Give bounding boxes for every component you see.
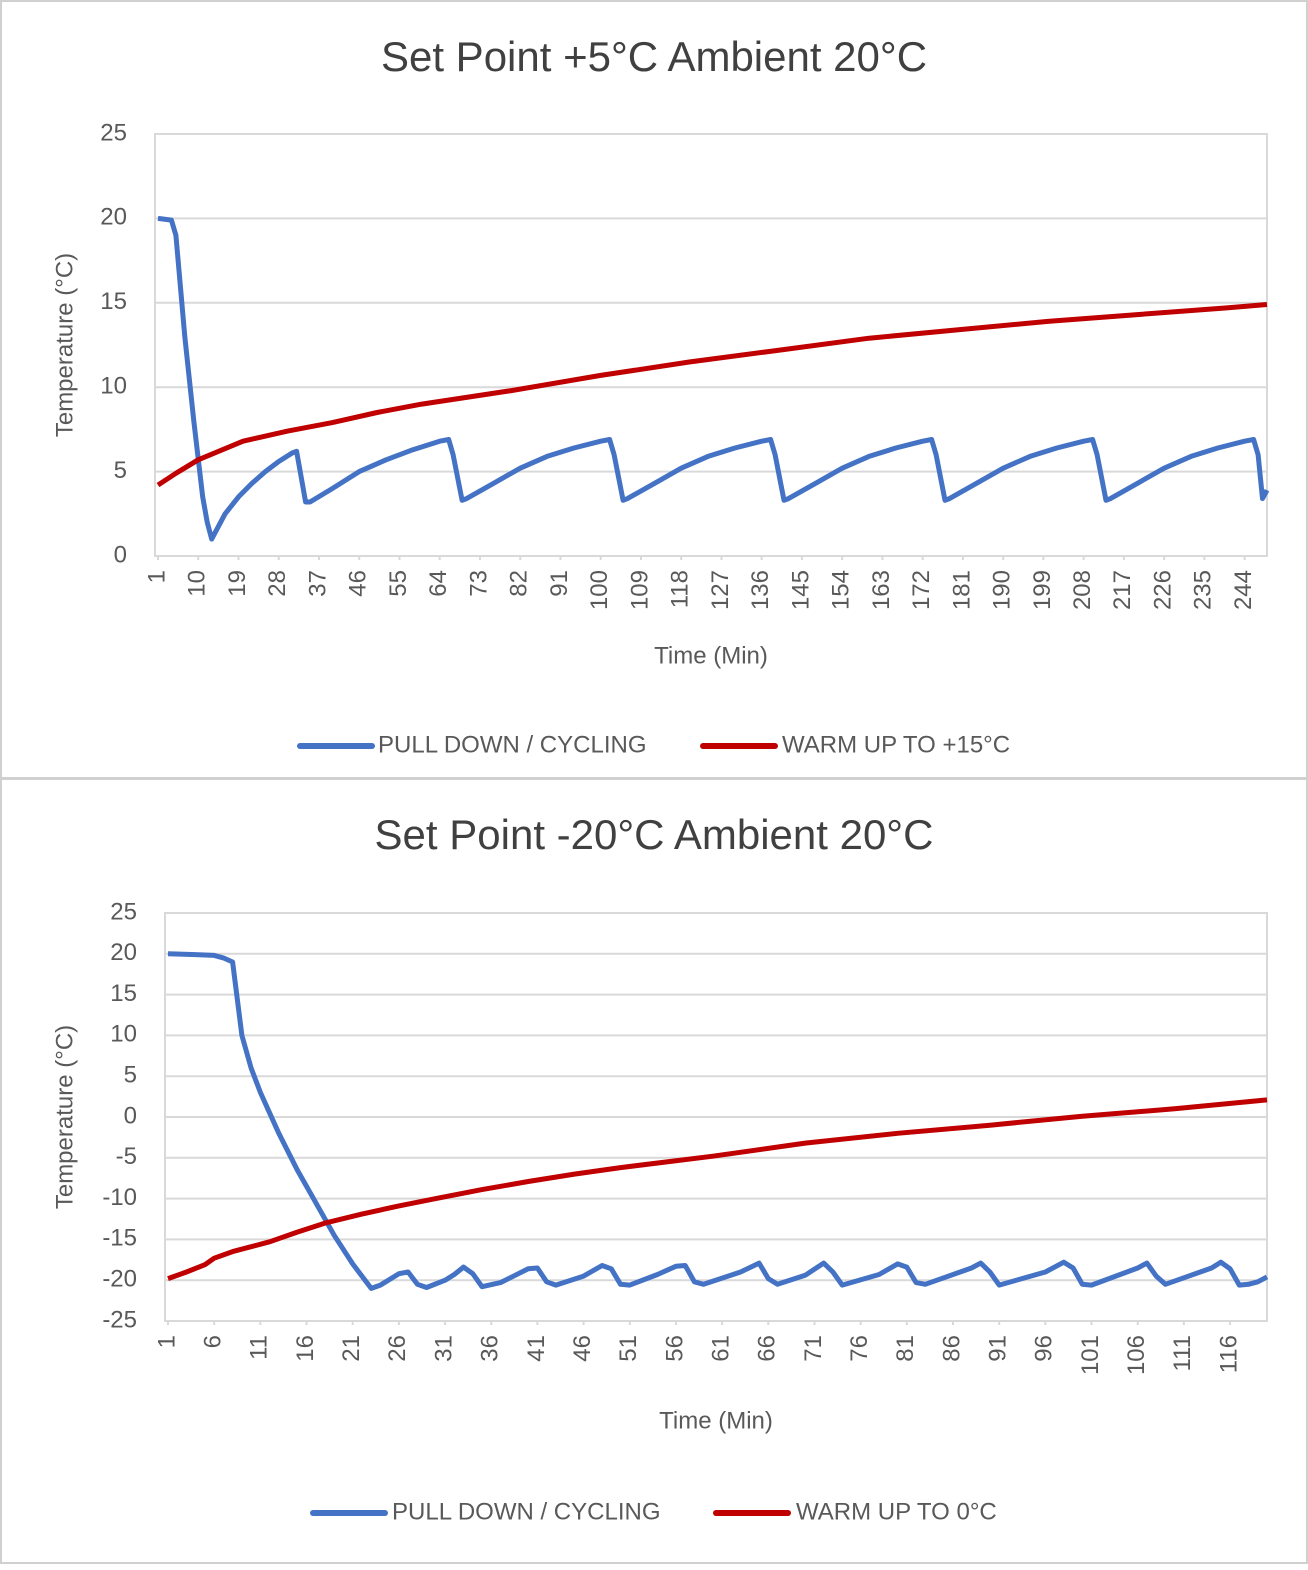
y-tick-label: 20 <box>100 204 127 231</box>
y-tick-label: -25 <box>102 1306 137 1333</box>
series-line <box>167 951 1269 1291</box>
x-tick-label: 1 <box>143 570 170 583</box>
x-tick-label: 118 <box>667 570 694 608</box>
y-tick-label: -15 <box>102 1225 137 1252</box>
x-tick-label: 106 <box>1123 1335 1150 1375</box>
x-tick-label: 1 <box>153 1335 180 1348</box>
x-axis-label: Time (Min) <box>659 1407 773 1434</box>
y-tick-label: 15 <box>110 980 137 1007</box>
x-tick-label: 73 <box>465 570 492 597</box>
legend-label: WARM UP TO 0°C <box>796 1498 997 1525</box>
x-tick-label: 10 <box>184 570 211 597</box>
x-tick-label: 6 <box>200 1335 227 1348</box>
y-tick-label: 5 <box>114 457 127 484</box>
x-tick-label: 76 <box>846 1335 873 1362</box>
x-tick-label: 55 <box>385 570 412 597</box>
y-tick-label: 20 <box>110 939 137 966</box>
x-tick-label: 91 <box>985 1335 1012 1362</box>
x-tick-label: 116 <box>1215 1335 1242 1373</box>
x-tick-label: 61 <box>707 1335 734 1362</box>
x-tick-label: 181 <box>948 570 975 610</box>
x-tick-label: 82 <box>506 570 533 597</box>
x-tick-label: 21 <box>338 1335 365 1362</box>
x-tick-label: 163 <box>868 570 895 610</box>
x-tick-label: 235 <box>1190 570 1217 610</box>
y-axis-label: Temperature (°C) <box>51 253 78 437</box>
series-line <box>167 1097 1268 1281</box>
x-tick-label: 136 <box>747 570 774 610</box>
y-tick-label: 15 <box>100 288 127 315</box>
chart-title: Set Point -20°C Ambient 20°C <box>375 811 934 858</box>
chart-title: Set Point +5°C Ambient 20°C <box>381 33 927 80</box>
x-axis-label: Time (Min) <box>654 642 768 669</box>
series-line <box>157 215 1270 542</box>
x-tick-label: 41 <box>523 1335 550 1362</box>
x-tick-label: 86 <box>938 1335 965 1362</box>
series-line <box>156 302 1268 488</box>
x-tick-label: 46 <box>569 1335 596 1362</box>
x-tick-label: 226 <box>1149 570 1176 610</box>
x-tick-label: 66 <box>754 1335 781 1362</box>
x-tick-label: 208 <box>1069 570 1096 610</box>
x-tick-label: 81 <box>892 1335 919 1362</box>
x-tick-label: 127 <box>707 570 734 610</box>
y-axis-label: Temperature (°C) <box>51 1025 78 1209</box>
panel <box>0 778 1308 1564</box>
legend-label: PULL DOWN / CYCLING <box>392 1498 661 1525</box>
x-tick-label: 26 <box>384 1335 411 1362</box>
x-tick-label: 37 <box>304 570 331 597</box>
y-tick-label: -20 <box>102 1266 137 1293</box>
y-tick-label: 25 <box>100 119 127 146</box>
x-tick-label: 172 <box>908 570 935 610</box>
x-tick-label: 190 <box>989 570 1016 610</box>
y-tick-label: 5 <box>124 1062 137 1089</box>
x-tick-label: 19 <box>224 570 251 597</box>
legend-label: PULL DOWN / CYCLING <box>378 731 647 758</box>
y-tick-label: 0 <box>114 541 127 568</box>
y-tick-label: 10 <box>110 1021 137 1048</box>
x-tick-label: 51 <box>615 1335 642 1362</box>
legend-label: WARM UP TO +15°C <box>782 731 1010 758</box>
x-tick-label: 64 <box>425 570 452 597</box>
y-tick-label: 10 <box>100 373 127 400</box>
x-tick-label: 154 <box>828 570 855 610</box>
x-tick-label: 91 <box>546 570 573 597</box>
x-tick-label: 71 <box>800 1335 827 1362</box>
x-tick-label: 46 <box>345 570 372 597</box>
y-tick-label: 0 <box>124 1102 137 1129</box>
x-tick-label: 101 <box>1077 1335 1104 1375</box>
panel <box>0 0 1308 779</box>
x-tick-label: 28 <box>264 570 291 597</box>
x-tick-label: 36 <box>477 1335 504 1362</box>
x-tick-label: 111 <box>1169 1335 1196 1371</box>
y-tick-label: -10 <box>102 1184 137 1211</box>
x-tick-label: 199 <box>1029 570 1056 610</box>
y-tick-label: -5 <box>116 1143 137 1170</box>
plot-border <box>164 912 1268 1322</box>
y-tick-label: 25 <box>110 898 137 925</box>
x-tick-label: 16 <box>292 1335 319 1362</box>
x-tick-label: 109 <box>626 570 653 610</box>
x-tick-label: 244 <box>1230 570 1257 610</box>
x-tick-label: 11 <box>246 1335 273 1360</box>
x-tick-label: 31 <box>430 1335 457 1362</box>
x-tick-label: 145 <box>787 570 814 610</box>
x-tick-label: 100 <box>586 570 613 610</box>
x-tick-label: 96 <box>1031 1335 1058 1362</box>
x-tick-label: 56 <box>661 1335 688 1362</box>
x-tick-label: 217 <box>1109 570 1136 610</box>
plot-border <box>154 133 1268 557</box>
